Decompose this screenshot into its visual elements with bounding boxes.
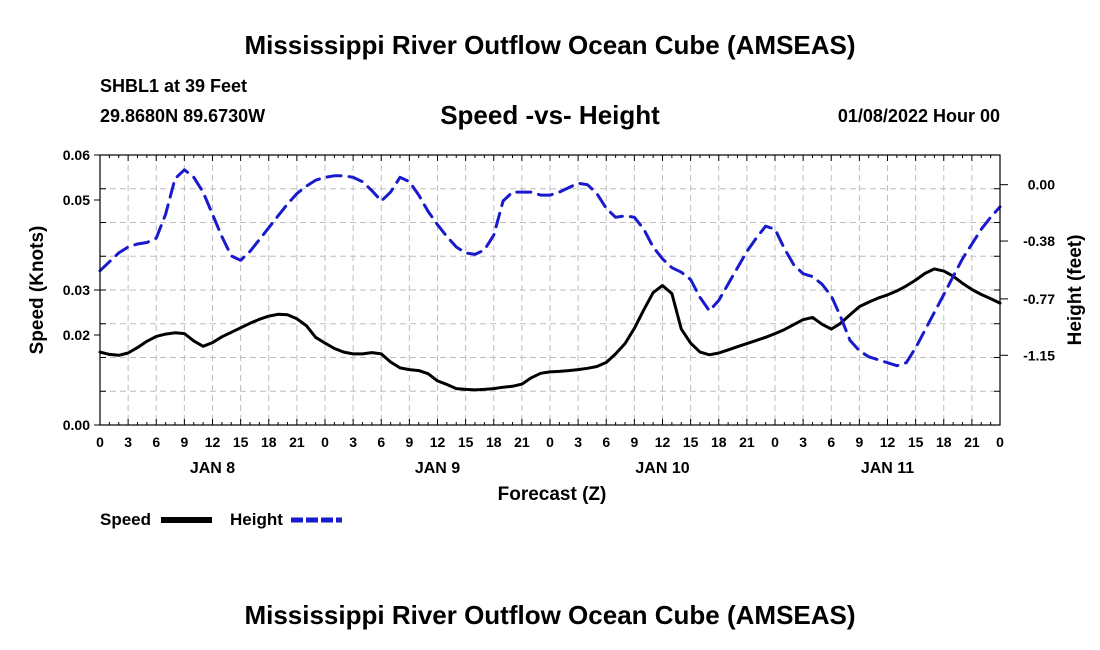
x-tick-label: 3: [349, 434, 357, 450]
y-tick-label: 0.05: [63, 192, 90, 208]
x-tick-label: 15: [683, 434, 699, 450]
x-tick-label: 21: [964, 434, 980, 450]
x-tick-label: 0: [771, 434, 779, 450]
day-label: JAN 9: [415, 460, 460, 477]
x-tick-label: 9: [405, 434, 413, 450]
x-tick-label: 6: [377, 434, 385, 450]
speed-series-line: [98, 267, 1002, 392]
y-tick-label: 0.00: [63, 417, 90, 433]
y2-tick-label: 0.00: [1028, 177, 1055, 193]
x-tick-label: 21: [289, 434, 305, 450]
x-tick-label: 6: [602, 434, 610, 450]
day-label: JAN 10: [635, 460, 689, 477]
y-axis-label-right: Height (feet): [1065, 235, 1086, 346]
x-tick-label: 3: [124, 434, 132, 450]
coordinates-label: 29.8680N 89.6730W: [100, 106, 266, 126]
x-tick-label: 21: [739, 434, 755, 450]
y-tick-label: 0.06: [63, 147, 90, 163]
y-tick-label: 0.03: [63, 282, 90, 298]
x-tick-label: 18: [261, 434, 277, 450]
chart-main-title: Mississippi River Outflow Ocean Cube (AM…: [244, 30, 856, 60]
series-layer: [98, 168, 1002, 392]
x-tick-label: 6: [152, 434, 160, 450]
y-axis-label-left: Speed (Knots): [27, 226, 48, 355]
x-tick-label: 12: [655, 434, 671, 450]
second-chart-title: Mississippi River Outflow Ocean Cube (AM…: [244, 600, 856, 630]
x-tick-label: 3: [574, 434, 582, 450]
x-tick-label: 12: [205, 434, 221, 450]
station-label: SHBL1 at 39 Feet: [100, 76, 248, 96]
y2-tick-label: -0.38: [1023, 233, 1055, 249]
x-tick-label: 15: [233, 434, 249, 450]
x-tick-label: 18: [936, 434, 952, 450]
x-tick-label: 12: [430, 434, 446, 450]
grid-layer: [100, 155, 1000, 425]
y2-tick-label: -1.15: [1023, 347, 1055, 363]
x-tick-label: 18: [711, 434, 727, 450]
x-axis-label: Forecast (Z): [498, 484, 607, 505]
x-tick-label: 9: [630, 434, 638, 450]
day-label: JAN 11: [861, 460, 914, 477]
x-tick-label: 18: [486, 434, 502, 450]
x-tick-label: 3: [799, 434, 807, 450]
x-tick-label: 9: [855, 434, 863, 450]
chart-subtitle: Speed -vs- Height: [440, 100, 660, 130]
y-tick-label: 0.02: [63, 327, 90, 343]
x-tick-label: 0: [996, 434, 1004, 450]
x-tick-label: 21: [514, 434, 530, 450]
x-tick-label: 9: [180, 434, 188, 450]
x-tick-label: 6: [827, 434, 835, 450]
legend-speed-label: Speed: [100, 510, 151, 529]
x-tick-label: 0: [96, 434, 104, 450]
axis-layer: 0 3 6 9 12 15 18 21 0 3 6 9 12 15 18 21 0 3 6 9 12 15 18 21 0 3 6 9…: [63, 147, 1055, 477]
x-tick-label: 0: [321, 434, 329, 450]
legend: Speed Height: [100, 510, 342, 529]
legend-height-label: Height: [230, 510, 283, 529]
x-tick-label: 12: [880, 434, 896, 450]
y2-tick-label: -0.77: [1023, 291, 1055, 307]
day-label: JAN 8: [190, 460, 235, 477]
x-tick-label: 15: [458, 434, 474, 450]
height-series-line: [98, 168, 1002, 368]
x-tick-label: 15: [908, 434, 924, 450]
forecast-datetime: 01/08/2022 Hour 00: [837, 106, 1000, 126]
x-tick-label: 0: [546, 434, 554, 450]
